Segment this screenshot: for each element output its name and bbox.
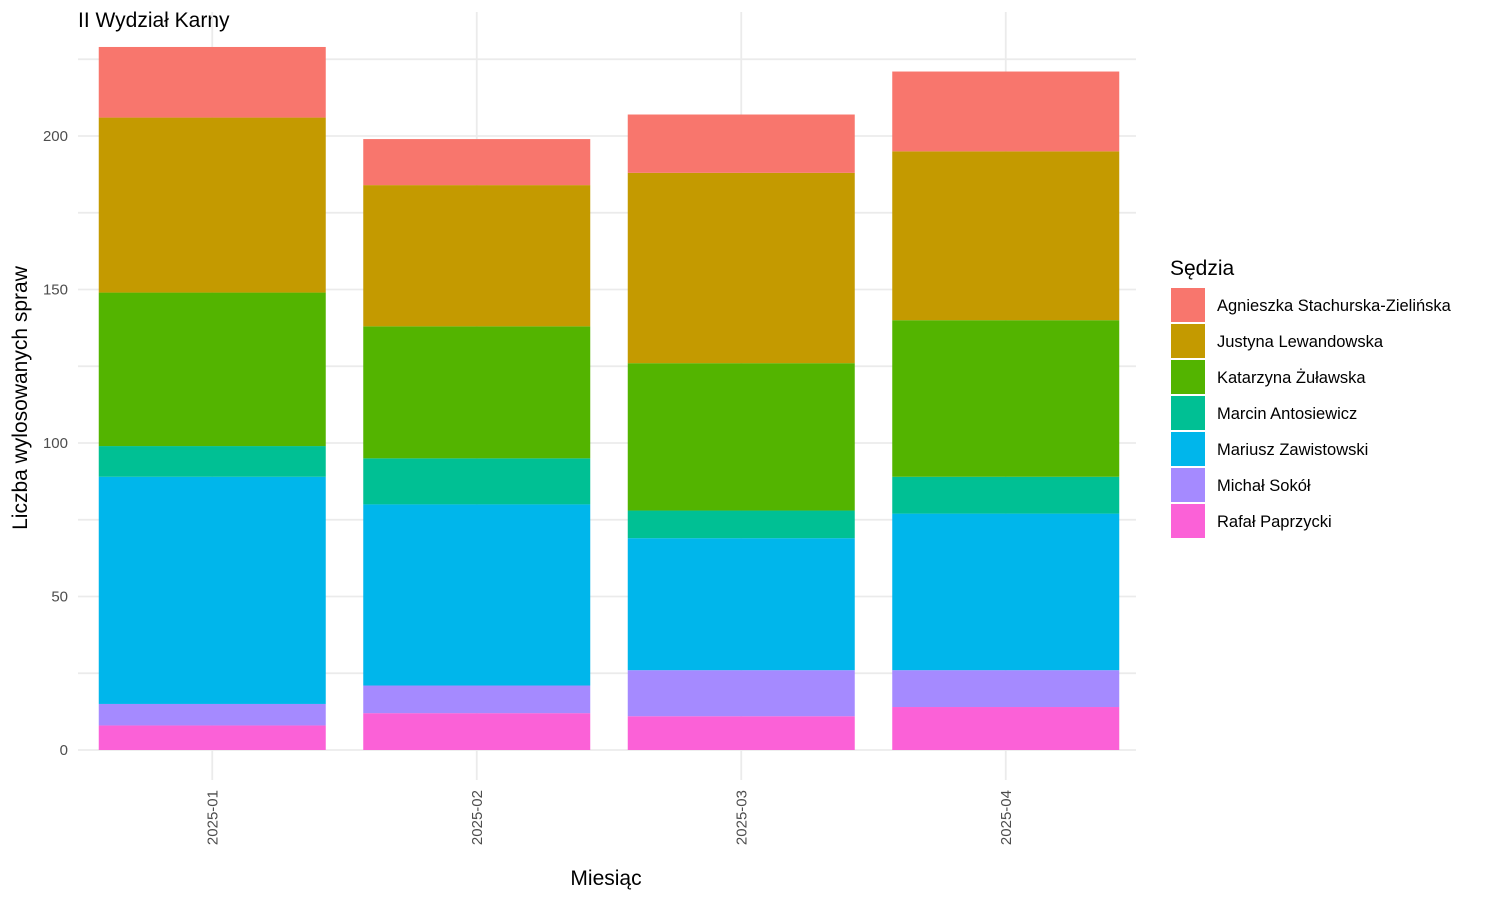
legend-swatch — [1171, 360, 1205, 394]
x-tick-label: 2025-01 — [204, 790, 221, 845]
bar-segment — [98, 292, 326, 447]
bar-segment — [98, 725, 326, 750]
legend-label: Mariusz Zawistowski — [1217, 441, 1368, 459]
legend-swatch — [1171, 288, 1205, 322]
bar-segment — [892, 476, 1120, 514]
bar-segment — [98, 117, 326, 293]
y-tick-label: 150 — [43, 282, 68, 299]
bar-segment — [627, 670, 855, 717]
bar-segment — [363, 713, 591, 750]
legend-items: Agnieszka Stachurska-Zielińska Justyna Le… — [1171, 288, 1452, 538]
legend-label: Michał Sokół — [1217, 477, 1311, 495]
bar-segment — [98, 46, 326, 118]
bar-segment — [363, 139, 591, 186]
bar-segment — [627, 363, 855, 511]
legend-swatch — [1171, 504, 1205, 538]
legend-swatch — [1171, 324, 1205, 358]
legend-swatch — [1171, 432, 1205, 466]
bar-segment — [627, 538, 855, 671]
bar-segment — [627, 172, 855, 364]
x-axis-title: Miesiąc — [570, 867, 641, 890]
legend-item: Mariusz Zawistowski — [1171, 432, 1368, 466]
legend-label: Katarzyna Żuławska — [1217, 368, 1366, 387]
legend-label: Marcin Antosiewicz — [1217, 405, 1357, 423]
bar-segment — [363, 185, 591, 327]
x-tick-label: 2025-02 — [469, 790, 486, 845]
y-axis-ticks: 0 50 100 150 200 — [43, 128, 68, 759]
y-tick-label: 200 — [43, 128, 68, 145]
legend-item: Rafał Paprzycki — [1171, 504, 1332, 538]
chart-title: II Wydział Karny — [78, 9, 230, 32]
legend-item: Justyna Lewandowska — [1171, 324, 1384, 358]
bars — [98, 46, 1120, 750]
bar-segment — [892, 320, 1120, 477]
legend: Sędzia Agnieszka Stachurska-Zielińska Jus… — [1170, 257, 1452, 538]
y-tick-label: 0 — [60, 742, 68, 759]
legend-swatch — [1171, 468, 1205, 502]
x-axis-ticks: 2025-01 2025-02 2025-03 2025-04 — [204, 790, 1015, 845]
x-tick-label: 2025-04 — [998, 790, 1015, 845]
bar-segment — [892, 71, 1120, 152]
legend-item: Katarzyna Żuławska — [1171, 360, 1366, 394]
bar-segment — [98, 446, 326, 477]
bar-segment — [363, 685, 591, 714]
legend-item: Michał Sokół — [1171, 468, 1311, 502]
bar-segment — [363, 458, 591, 505]
legend-label: Agnieszka Stachurska-Zielińska — [1217, 297, 1452, 315]
bar-segment — [627, 716, 855, 750]
legend-swatch — [1171, 396, 1205, 430]
legend-label: Rafał Paprzycki — [1217, 513, 1332, 531]
legend-item: Marcin Antosiewicz — [1171, 396, 1357, 430]
legend-label: Justyna Lewandowska — [1217, 333, 1384, 351]
y-tick-label: 50 — [51, 589, 68, 606]
bar-segment — [98, 476, 326, 704]
bar-segment — [892, 670, 1120, 708]
bar-segment — [892, 151, 1120, 321]
x-tick-label: 2025-03 — [733, 790, 750, 845]
bar-segment — [627, 114, 855, 173]
bar-segment — [627, 510, 855, 539]
legend-title: Sędzia — [1170, 257, 1235, 280]
y-tick-label: 100 — [43, 435, 68, 452]
y-axis-title: Liczba wylosowanych spraw — [9, 265, 32, 530]
bar-segment — [98, 703, 326, 726]
bar-segment — [363, 326, 591, 459]
bar-segment — [892, 513, 1120, 671]
bar-segment — [892, 707, 1120, 750]
legend-item: Agnieszka Stachurska-Zielińska — [1171, 288, 1452, 322]
bar-segment — [363, 504, 591, 686]
